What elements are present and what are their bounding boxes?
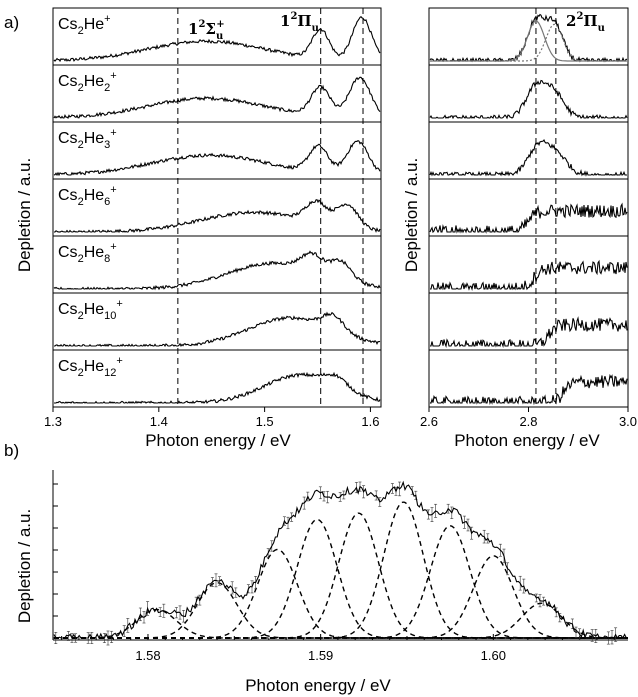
species-label-1: Cs2He2+ (58, 70, 117, 94)
term-label-0: 12Σu+ (188, 19, 225, 42)
b-y-axis-label: Depletion / a.u. (15, 509, 34, 623)
b-xtick-label-2: 1.60 (481, 648, 506, 663)
panel-a-label: a) (4, 13, 19, 32)
frame-left (52, 7, 382, 408)
series-left-6 (54, 371, 381, 404)
component-peak-7 (54, 555, 628, 639)
a-left-x-axis-label: Photon energy / eV (145, 431, 291, 450)
b-xtick-label-1: 1.59 (308, 648, 333, 663)
term-label-1: 12Πu (280, 11, 319, 34)
a-y-axis-label: Depletion / a.u. (15, 158, 34, 272)
panel-b: 1.58 1.59 1.60 (52, 470, 628, 663)
series-left-4 (53, 250, 381, 291)
series-left-0 (53, 15, 381, 63)
species-label-0: Cs2He+ (58, 13, 111, 37)
series-right-6 (429, 373, 628, 406)
b-data-trace (53, 480, 627, 640)
component-peak-4 (54, 512, 628, 639)
species-label-2: Cs2He3+ (58, 127, 117, 151)
series-right-5 (430, 316, 628, 349)
fit-peak-right-1 (430, 23, 627, 62)
species-label-6: Cs2He12+ (58, 355, 123, 379)
a-left-xtick-label-2: 1.5 (256, 414, 274, 429)
a-left-xtick-label-1: 1.4 (150, 414, 168, 429)
a-left-xtick-label-3: 1.6 (361, 414, 379, 429)
a-right-xtick-label-0: 2.6 (420, 414, 438, 429)
species-label-3: Cs2He6+ (58, 184, 117, 208)
series-right-3 (429, 202, 628, 234)
a-right-y-axis-label: Depletion / a.u. (402, 158, 421, 272)
component-peak-2 (54, 548, 628, 639)
series-right-2 (429, 138, 627, 177)
a-left-xtick-label-0: 1.3 (44, 414, 62, 429)
term-label-2: 22Πu (566, 11, 605, 34)
species-label-4: Cs2He8+ (58, 241, 117, 265)
panel-a: Cs2He+ Cs2He2+ Cs2He3+ Cs2He6+ Cs2He8+ Cs2He1… (44, 7, 637, 429)
series-left-1 (53, 76, 381, 119)
series-right-1 (429, 79, 628, 120)
a-right-x-axis-label: Photon energy / eV (454, 431, 600, 450)
b-x-axis-label: Photon energy / eV (245, 676, 391, 695)
component-peak-8 (54, 602, 628, 639)
series-left-2 (53, 139, 381, 177)
frame-right (428, 7, 629, 408)
series-left-5 (54, 311, 381, 348)
a-right-xtick-label-2: 3.0 (619, 414, 637, 429)
component-peak-6 (54, 525, 628, 639)
series-right-4 (430, 259, 628, 291)
species-label-5: Cs2He10+ (58, 298, 123, 322)
panel-b-label: b) (4, 441, 19, 460)
series-left-3 (54, 199, 381, 234)
a-right-xtick-label-1: 2.8 (519, 414, 537, 429)
b-xtick-label-0: 1.58 (135, 648, 160, 663)
